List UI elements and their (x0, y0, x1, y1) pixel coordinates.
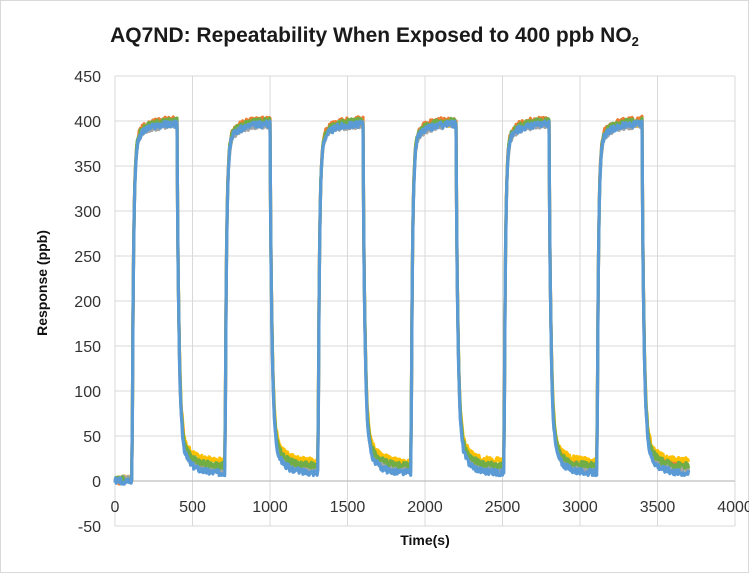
series-line (113, 114, 690, 486)
y-tick-label: 150 (74, 339, 101, 356)
series-line (113, 116, 691, 485)
chart-title-subscript: 2 (631, 34, 639, 49)
x-axis-title: Time(s) (400, 532, 450, 548)
y-tick-label: 450 (74, 69, 101, 86)
y-tick-label: 200 (74, 294, 101, 311)
series-line (113, 119, 691, 486)
y-tick-label: 350 (74, 159, 101, 176)
chart-title-text: AQ7ND: Repeatability When Exposed to 400… (110, 24, 632, 47)
x-tick-label: 2000 (407, 499, 443, 516)
x-tick-label: 3500 (640, 499, 676, 516)
y-tick-label: 300 (74, 204, 101, 221)
x-tick-label: 3000 (562, 499, 598, 516)
y-tick-label: 0 (92, 474, 101, 491)
y-tick-label: 250 (74, 249, 101, 266)
series-group (113, 114, 691, 486)
series-line (113, 118, 691, 483)
x-tick-label: 0 (111, 499, 120, 516)
y-tick-label: 400 (74, 114, 101, 131)
y-tick-label: 50 (83, 429, 101, 446)
y-tick-label: -50 (78, 519, 101, 536)
x-tick-label: 1000 (252, 499, 288, 516)
gridlines (114, 75, 736, 527)
chart-title: AQ7ND: Repeatability When Exposed to 400… (0, 24, 749, 49)
x-tick-label: 500 (179, 499, 206, 516)
x-tick-label: 2500 (485, 499, 521, 516)
y-tick-label: 100 (74, 384, 101, 401)
tick-labels: -50 0 50 100 150 200 250 300 350 400 450 0 500 1000 15… (74, 69, 749, 536)
x-tick-label: 1500 (330, 499, 366, 516)
series-line (113, 120, 691, 484)
y-axis-title: Response (ppb) (34, 230, 50, 336)
x-tick-label: 4000 (717, 499, 749, 516)
